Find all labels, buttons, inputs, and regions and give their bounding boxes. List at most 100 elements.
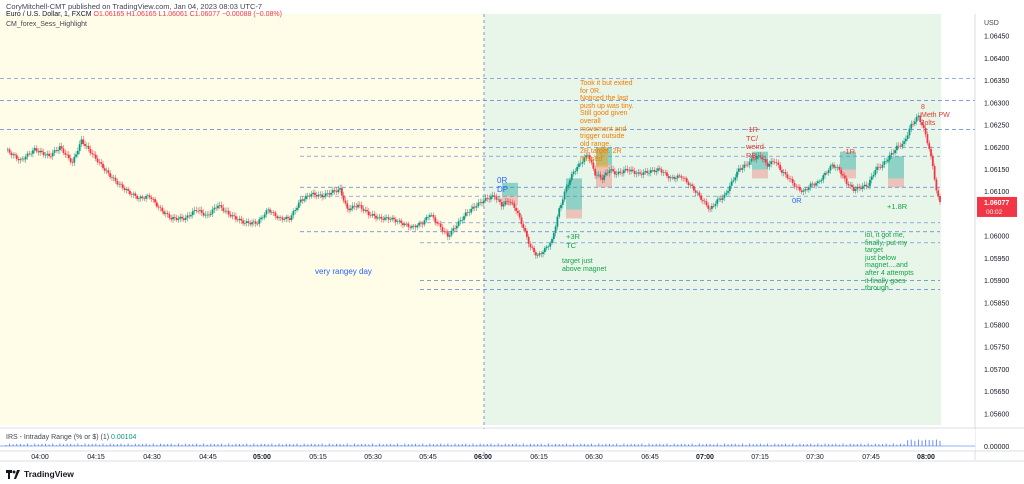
candle-body — [626, 168, 629, 171]
candle-body — [138, 198, 140, 199]
candle-body — [366, 209, 368, 212]
irs-bar — [594, 444, 596, 446]
candle-body — [382, 218, 385, 220]
candle-body — [605, 172, 607, 176]
irs-bar — [443, 444, 445, 446]
irs-bar — [34, 443, 36, 446]
candle-body — [913, 121, 916, 125]
candle-body — [919, 115, 922, 123]
irs-bar — [580, 443, 582, 446]
candle-body — [790, 178, 792, 180]
candle-body — [114, 177, 117, 182]
candle-body — [21, 158, 24, 160]
candle-body — [261, 217, 264, 219]
candle-body — [136, 195, 139, 199]
candle-body — [66, 154, 68, 156]
irs-bar — [817, 443, 819, 446]
irs-bar — [203, 443, 205, 446]
irs-bar — [450, 444, 452, 446]
irs-bar — [921, 440, 923, 446]
candle-body — [270, 212, 273, 213]
irs-bar — [501, 444, 503, 446]
irs-bar — [835, 443, 837, 446]
candle-body — [375, 215, 377, 219]
candle-body — [606, 172, 609, 174]
irs-bar — [871, 444, 873, 446]
time-tick-label: 04:15 — [87, 454, 105, 461]
candle-body — [764, 159, 767, 163]
candle-body — [673, 176, 676, 179]
irs-bar — [98, 444, 100, 446]
irs-bar — [641, 443, 643, 446]
tradingview-footer[interactable]: TradingView — [6, 469, 74, 479]
irs-bar — [788, 444, 790, 446]
candle-body — [587, 155, 589, 156]
candle-body — [105, 170, 108, 172]
candle-body — [215, 207, 218, 209]
candle-body — [60, 146, 63, 149]
candle-body — [125, 189, 128, 190]
irs-bar — [167, 444, 169, 446]
irs-bar — [415, 443, 417, 446]
irs-bar — [440, 443, 442, 446]
candle-body — [870, 176, 873, 180]
candle-body — [561, 199, 564, 205]
candle-body — [818, 181, 821, 182]
candle-body — [319, 194, 322, 196]
irs-bar — [210, 443, 212, 446]
candle-body — [50, 156, 52, 157]
irs-bar — [688, 444, 690, 446]
irs-bar — [66, 443, 68, 446]
candle-body — [642, 172, 645, 175]
candle-body — [664, 172, 667, 173]
irs-bar — [80, 444, 82, 446]
candle-body — [705, 201, 708, 206]
last-price-timer: 00:02 — [986, 209, 1003, 216]
candle-body — [500, 201, 503, 207]
candle-body — [935, 179, 938, 191]
candle-body — [6, 149, 9, 150]
candle-body — [430, 215, 433, 216]
indicator-label[interactable]: CM_forex_Sess_Highlight — [6, 21, 87, 28]
irs-bar — [55, 444, 57, 446]
candle-body — [351, 205, 354, 209]
candle-body — [211, 209, 214, 214]
candle-body — [508, 201, 510, 203]
irs-bar — [508, 444, 510, 446]
candle-body — [335, 191, 338, 193]
irs-bar — [353, 443, 355, 446]
candle-body — [675, 178, 677, 179]
symbol-name[interactable]: Euro / U.S. Dollar, 1, FXCM — [6, 11, 92, 18]
irs-bar — [95, 443, 97, 446]
candle-body — [254, 221, 257, 224]
candle-body — [396, 221, 399, 223]
irs-bar — [206, 444, 208, 446]
candle-body — [755, 156, 758, 160]
candle-body — [229, 214, 232, 217]
irs-bar — [537, 444, 539, 446]
candle-body — [788, 178, 791, 179]
candle-body — [220, 205, 223, 208]
candle-body — [385, 217, 388, 218]
candle-body — [10, 152, 13, 156]
candle-body — [393, 217, 395, 220]
candle-body — [736, 171, 738, 178]
candle-body — [461, 219, 464, 221]
candle-body — [827, 170, 830, 173]
candle-body — [867, 186, 870, 187]
candle-body — [499, 199, 501, 202]
candle-body — [340, 188, 343, 196]
candle-body — [579, 163, 582, 165]
irs-indicator-label[interactable]: IRS - Intraday Range (% or $) (1) 0.0010… — [6, 434, 136, 441]
price-tick-label: 1.06450 — [984, 34, 1009, 41]
candle-body — [204, 214, 207, 216]
candle-body — [477, 202, 480, 207]
candle-body — [305, 195, 307, 200]
candle-body — [779, 164, 782, 170]
ny-session-background — [484, 14, 941, 425]
candle-body — [486, 197, 489, 199]
irs-bar — [684, 443, 686, 446]
candle-body — [824, 172, 826, 176]
candle-body — [85, 145, 88, 147]
